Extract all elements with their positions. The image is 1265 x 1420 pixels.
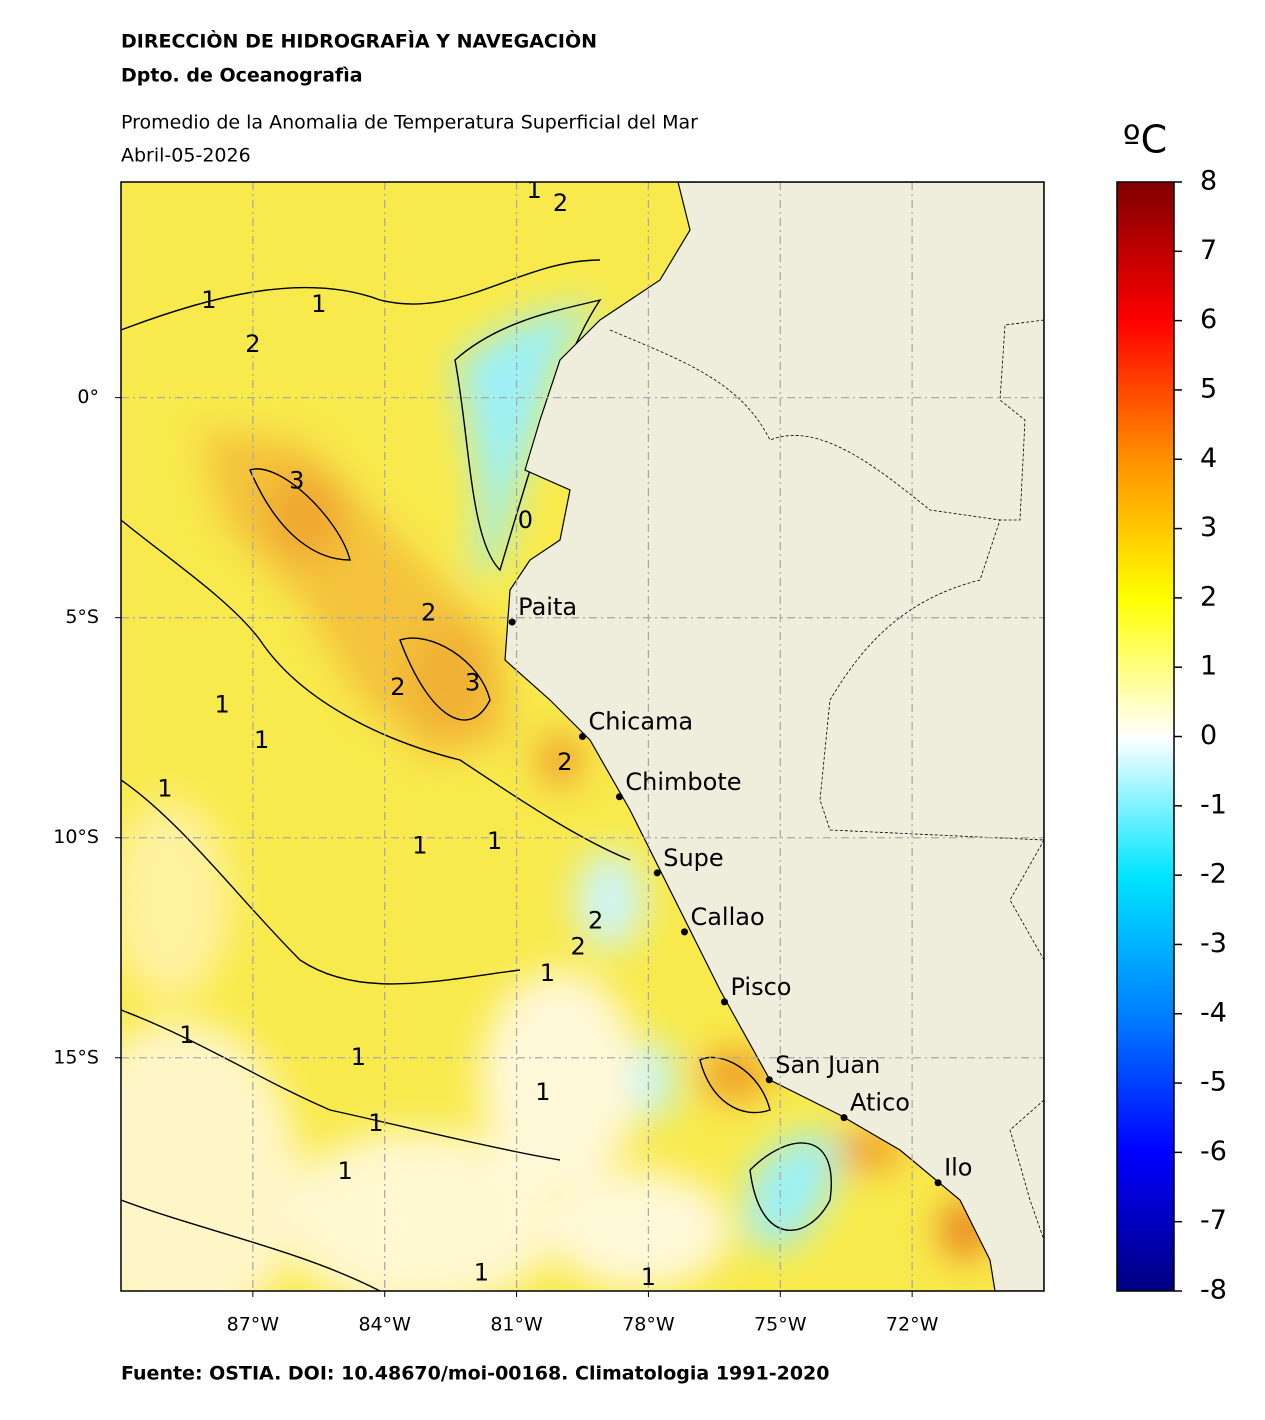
colorbar-tick-label: -8	[1200, 1275, 1227, 1306]
x-tick-label: 87°W	[227, 1314, 280, 1336]
map-frame	[120, 181, 1045, 1292]
colorbar-tick-label: 0	[1200, 720, 1217, 751]
city-marker	[579, 733, 586, 740]
contour-label: 1	[412, 832, 427, 860]
contour-label: 1	[368, 1109, 383, 1137]
x-tick-label: 81°W	[490, 1314, 543, 1336]
colorbar-tick-label: -6	[1200, 1136, 1227, 1167]
contour-label: 2	[553, 189, 568, 217]
x-tick-label: 78°W	[622, 1314, 675, 1336]
colorbar-tick-label: 3	[1200, 512, 1217, 543]
date: Abril-05-2026	[121, 145, 251, 167]
city-marker	[680, 928, 688, 936]
contour-label: 1	[535, 1078, 550, 1106]
colorbar-label: ºC	[1123, 118, 1167, 162]
city-marker	[840, 1114, 848, 1122]
y-tick-label: 0°	[77, 386, 99, 408]
city-marker	[615, 793, 623, 801]
city-label: Chicama	[589, 708, 694, 736]
contour-label: 1	[179, 1021, 194, 1049]
y-tick-label: 10°S	[53, 826, 99, 848]
colorbar-tick-label: -1	[1200, 789, 1227, 820]
city-label: Supe	[663, 844, 723, 872]
colorbar-tick-label: 4	[1200, 443, 1217, 474]
borders	[609, 319, 1044, 1241]
contour-label: 1	[540, 959, 555, 987]
contour-label: 1	[311, 290, 326, 318]
contour-label: 1	[214, 691, 229, 719]
subtitle: Dpto. de Oceanografìa	[121, 65, 363, 87]
contour-label: 3	[289, 466, 304, 494]
colorbar	[1116, 181, 1175, 1292]
title: DIRECCIÒN DE HIDROGRAFÌA Y NAVEGACIÒN	[121, 29, 597, 53]
city-label: Ilo	[944, 1154, 972, 1182]
colorbar-tick-label: 7	[1200, 235, 1217, 266]
contour-label: 0	[518, 506, 533, 534]
colorbar-tick-label: -3	[1200, 928, 1227, 959]
colorbar-tick-label: 8	[1200, 166, 1217, 197]
city-label: Pisco	[730, 973, 791, 1001]
colorbar-tick-label: -4	[1200, 997, 1227, 1028]
x-tick-label: 72°W	[886, 1314, 939, 1336]
colorbar-tick-label: -5	[1200, 1067, 1227, 1098]
city-marker	[934, 1179, 942, 1187]
contour-label: 1	[254, 726, 269, 754]
contour-label: 1	[338, 1157, 353, 1185]
x-tick-label: 84°W	[358, 1314, 411, 1336]
city-label: Paita	[518, 593, 577, 621]
contour-label: 3	[465, 669, 480, 697]
city-label: Chimbote	[625, 768, 741, 796]
colorbar-tick-label: -2	[1200, 859, 1227, 890]
contour-label: 1	[157, 774, 172, 802]
contour-label: 1	[351, 1043, 366, 1071]
colorbar-tick-label: 6	[1200, 304, 1217, 335]
colorbar-tick-label: 5	[1200, 373, 1217, 404]
city-label: Callao	[690, 903, 764, 931]
city-marker	[720, 998, 728, 1006]
contour-label: 2	[557, 748, 572, 776]
x-tick-label: 75°W	[754, 1314, 807, 1336]
land	[504, 182, 1044, 1291]
city-marker	[653, 869, 661, 877]
contour-label: 1	[487, 827, 502, 855]
y-tick-label: 15°S	[53, 1046, 99, 1068]
contour-label: 1	[641, 1263, 656, 1291]
description: Promedio de la Anomalia de Temperatura S…	[121, 112, 698, 134]
city-marker	[765, 1076, 773, 1084]
contour-label: 2	[570, 933, 585, 961]
contour-label: 2	[588, 906, 603, 934]
contour-label: 1	[527, 176, 542, 204]
contour-label: 2	[245, 330, 260, 358]
colorbar-tick-label: 2	[1200, 581, 1217, 612]
source: Fuente: OSTIA. DOI: 10.48670/moi-00168. …	[121, 1363, 829, 1385]
grid	[121, 182, 1044, 1291]
contour-label: 2	[421, 598, 436, 626]
y-tick-label: 5°S	[65, 606, 99, 628]
colorbar-tick-label: 1	[1200, 651, 1217, 682]
city-label: San Juan	[775, 1051, 880, 1079]
colorbar-tick-label: -7	[1200, 1205, 1227, 1236]
city-label: Atico	[850, 1089, 910, 1117]
contour-label: 1	[201, 286, 216, 314]
contour-label: 2	[390, 673, 405, 701]
contours	[121, 259, 832, 1291]
contour-label: 1	[474, 1258, 489, 1286]
city-marker	[508, 618, 516, 626]
